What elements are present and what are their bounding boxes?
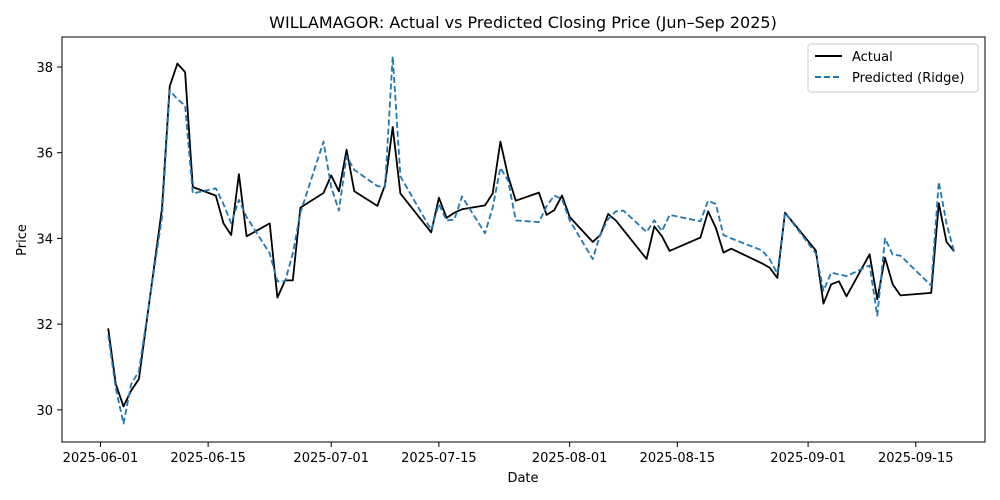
plot-frame	[61, 36, 986, 443]
y-tick-label: 38	[36, 61, 53, 76]
y-tick-label: 30	[36, 404, 53, 419]
legend: Actual Predicted (Ridge)	[807, 43, 979, 93]
legend-label-actual: Actual	[852, 50, 893, 65]
series-line-actual	[107, 62, 955, 408]
y-tick-label: 36	[36, 147, 53, 162]
x-tick-label: 2025-08-15	[640, 451, 716, 466]
x-tick-label: 2025-06-15	[170, 451, 246, 466]
x-tick-label: 2025-09-15	[878, 451, 954, 466]
y-tick-label: 32	[36, 318, 53, 333]
x-tick-label: 2025-06-01	[63, 451, 139, 466]
legend-box	[807, 43, 979, 93]
x-tick-label: 2025-09-01	[770, 451, 846, 466]
legend-label-predicted: Predicted (Ridge)	[852, 71, 964, 86]
y-axis-label: Price	[15, 224, 30, 256]
series-line-predicted	[107, 55, 956, 425]
x-axis-label: Date	[507, 471, 538, 486]
plot-area: 2025-06-01 2025-06-15 2025-07-01 2025-07-15…	[36, 36, 986, 466]
x-tick-label: 2025-07-01	[293, 451, 369, 466]
chart-title: WILLAMAGOR: Actual vs Predicted Closing …	[269, 13, 777, 32]
x-tick-label: 2025-07-15	[401, 451, 477, 466]
x-tick-label: 2025-08-01	[532, 451, 608, 466]
y-tick-label: 34	[36, 232, 53, 247]
